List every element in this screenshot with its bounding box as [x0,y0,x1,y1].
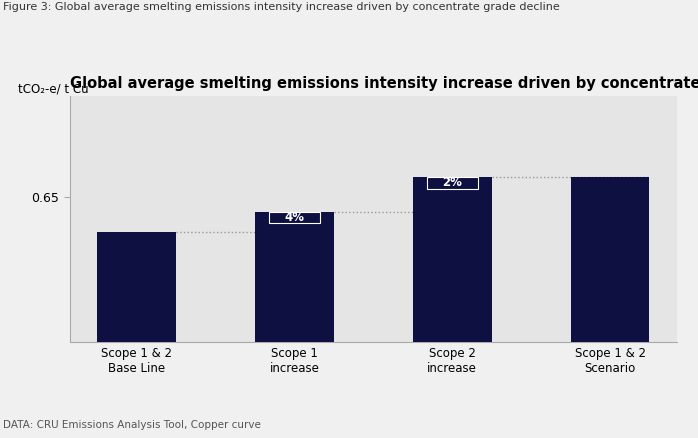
Text: 2%: 2% [443,177,462,189]
Bar [570,177,649,438]
Bar [255,212,334,438]
Text: 4%: 4% [285,211,304,224]
Text: tCO₂-e/ t Cu: tCO₂-e/ t Cu [18,82,89,95]
Bar [413,177,491,438]
Text: Global average smelting emissions intensity increase driven by concentrate grade: Global average smelting emissions intens… [70,76,698,91]
FancyBboxPatch shape [269,212,320,223]
FancyBboxPatch shape [427,177,477,189]
Bar [98,232,177,438]
Text: Figure 3: Global average smelting emissions intensity increase driven by concent: Figure 3: Global average smelting emissi… [3,2,560,12]
Text: DATA: CRU Emissions Analysis Tool, Copper curve: DATA: CRU Emissions Analysis Tool, Coppe… [3,420,261,430]
